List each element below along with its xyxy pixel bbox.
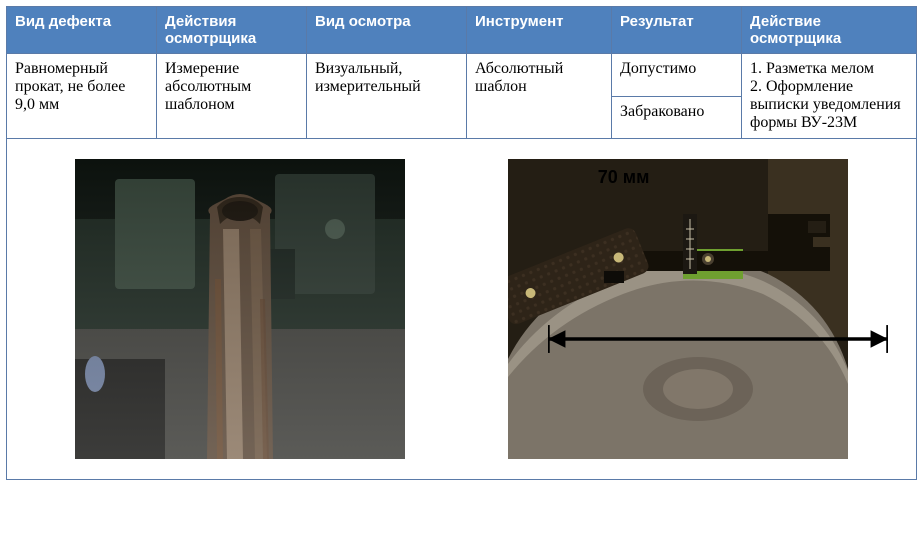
table-header-row: Вид дефекта Действия осмотрщика Вид осмо… (7, 7, 917, 54)
images-container: 70 мм (19, 151, 904, 467)
wheel-flange-photo (75, 159, 405, 459)
cell-action1: Измерение абсолютным шаблоном (157, 54, 307, 139)
header-tool: Инструмент (467, 7, 612, 54)
header-result: Результат (612, 7, 742, 54)
cell-result-ok: Допустимо (612, 54, 742, 97)
defect-table: Вид дефекта Действия осмотрщика Вид осмо… (6, 6, 917, 480)
image-row: 70 мм (7, 139, 917, 480)
cell-tool: Абсолютный шаблон (467, 54, 612, 139)
header-inspector-action-1: Действия осмотрщика (157, 7, 307, 54)
gauge-on-wheel-photo: 70 мм (508, 159, 848, 459)
dimension-label: 70 мм (598, 167, 650, 188)
table-row: Равномерный прокат, не более 9,0 мм Изме… (7, 54, 917, 97)
cell-inspection: Визуальный, измерительный (307, 54, 467, 139)
cell-action2: 1. Разметка мелом 2. Оформление выписки … (742, 54, 917, 139)
cell-result-rejected: Забраковано (612, 96, 742, 139)
header-inspection-type: Вид осмотра (307, 7, 467, 54)
wheel-flange-svg (75, 159, 405, 459)
header-defect-type: Вид дефекта (7, 7, 157, 54)
cell-defect: Равномерный прокат, не более 9,0 мм (7, 54, 157, 139)
header-inspector-action-2: Действие осмотрщика (742, 7, 917, 54)
dimension-arrow (548, 189, 888, 489)
